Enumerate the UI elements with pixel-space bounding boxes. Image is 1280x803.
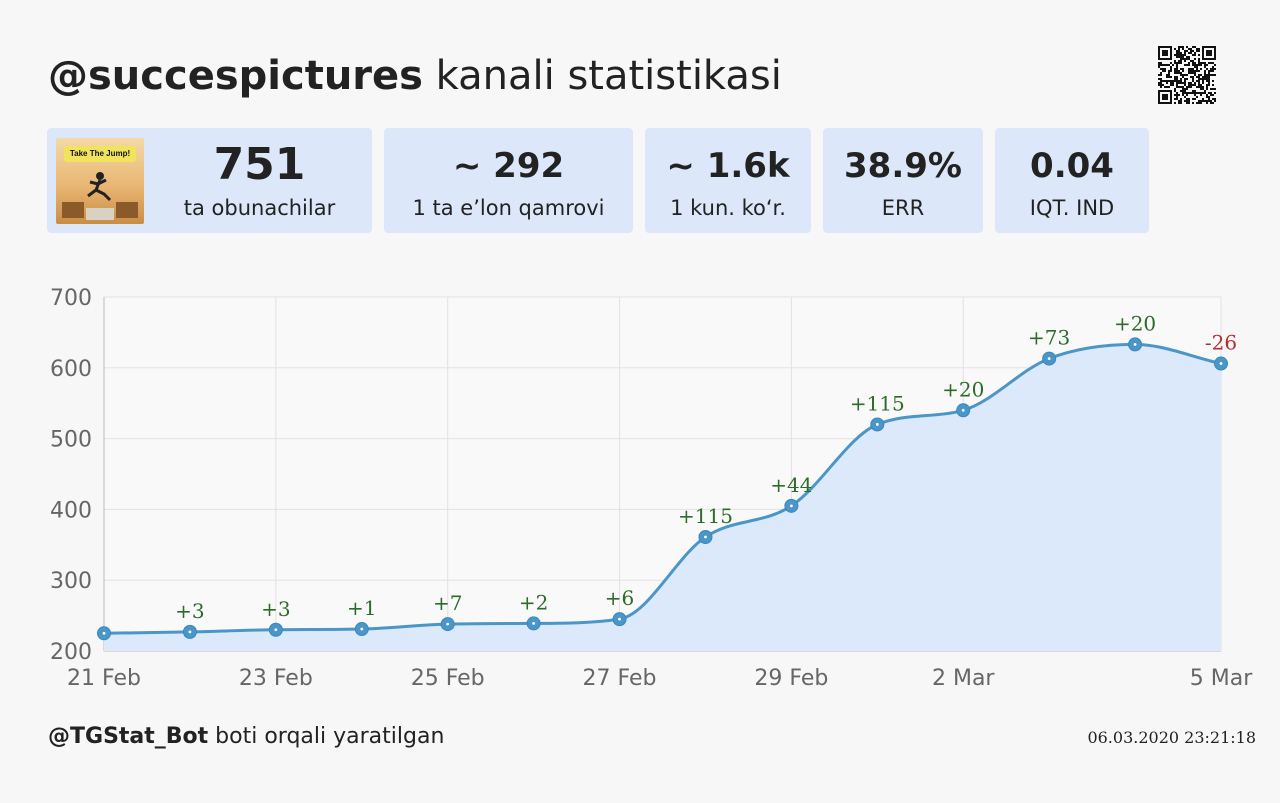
y-tick-label: 400 (50, 498, 92, 523)
y-tick-label: 300 (50, 569, 92, 594)
data-point-center (1219, 362, 1223, 365)
data-point-center (446, 622, 450, 626)
footer-credit: @TGStat_Bot boti orqali yaratilgan (48, 722, 444, 752)
data-label: -26 (1205, 331, 1237, 355)
title-suffix: kanali statistikasi (422, 53, 782, 99)
reach-label: 1 ta e’lon qamrovi (412, 196, 605, 220)
data-point-center (188, 630, 192, 634)
x-tick-label: 5 Mar (1190, 666, 1253, 691)
data-point-center (1133, 343, 1137, 346)
data-label: +3 (175, 599, 204, 623)
data-label: +1 (347, 596, 376, 620)
qr-code-icon (1158, 46, 1216, 104)
data-label: +6 (605, 586, 634, 610)
data-label: +115 (678, 504, 733, 528)
x-tick-label: 29 Feb (754, 666, 828, 691)
err-card: 38.9% ERR (823, 128, 983, 233)
y-tick-label: 200 (50, 640, 92, 665)
bot-suffix: boti orqali yaratilgan (208, 724, 445, 749)
x-tick-label: 21 Feb (67, 666, 141, 691)
data-point-center (704, 535, 707, 539)
series-line (103, 342, 1222, 635)
x-tick-label: 23 Feb (239, 666, 313, 691)
y-tick-label: 500 (50, 428, 92, 453)
reach-value: ~ 292 (452, 146, 565, 186)
data-label: +3 (261, 597, 290, 621)
data-point-center (875, 423, 879, 426)
data-label: +115 (850, 391, 905, 415)
timestamp: 06.03.2020 23:21:18 (1087, 728, 1256, 747)
data-point-center (961, 408, 965, 412)
err-label: ERR (881, 196, 925, 220)
data-point-center (789, 504, 793, 508)
reach-card: ~ 292 1 ta e’lon qamrovi (384, 128, 633, 233)
x-tick-label: 27 Feb (583, 666, 657, 691)
data-point-center (102, 631, 106, 635)
daily-views-value: ~ 1.6k (666, 146, 790, 186)
data-point-center (1047, 357, 1051, 360)
data-label: +44 (770, 473, 812, 497)
data-label: +7 (433, 591, 462, 615)
err-value: 38.9% (844, 146, 962, 186)
subscribers-label: ta obunachilar (183, 196, 336, 220)
data-label: +73 (1028, 326, 1070, 350)
jumper-figure-icon (62, 172, 138, 220)
citation-index-value: 0.04 (1030, 146, 1114, 186)
y-tick-label: 700 (50, 286, 92, 311)
page-title: @succespictures kanali statistikasi (48, 50, 782, 102)
subscribers-value: 751 (213, 139, 306, 190)
citation-index-card: 0.04 IQT. IND (995, 128, 1149, 233)
data-label: +20 (942, 377, 984, 401)
citation-index-label: IQT. IND (1029, 196, 1115, 220)
area-fill (104, 344, 1221, 651)
data-point-center (360, 627, 364, 631)
bot-handle[interactable]: @TGStat_Bot (48, 724, 209, 749)
data-point-center (618, 617, 621, 621)
y-tick-label: 600 (50, 357, 92, 382)
channel-handle[interactable]: @succespictures (48, 53, 423, 99)
x-tick-label: 25 Feb (411, 666, 485, 691)
data-label: +20 (1114, 311, 1156, 335)
data-point-center (532, 621, 536, 625)
subscribers-card: Take The Jump! 751 ta obunachilar (47, 128, 372, 233)
daily-views-label: 1 kun. ko‘r. (670, 196, 786, 220)
x-tick-label: 2 Mar (932, 666, 995, 691)
avatar-caption: Take The Jump! (64, 146, 136, 162)
data-point-center (274, 628, 278, 632)
data-label: +2 (519, 590, 548, 614)
daily-views-card: ~ 1.6k 1 kun. ko‘r. (645, 128, 811, 233)
channel-avatar: Take The Jump! (56, 138, 144, 224)
